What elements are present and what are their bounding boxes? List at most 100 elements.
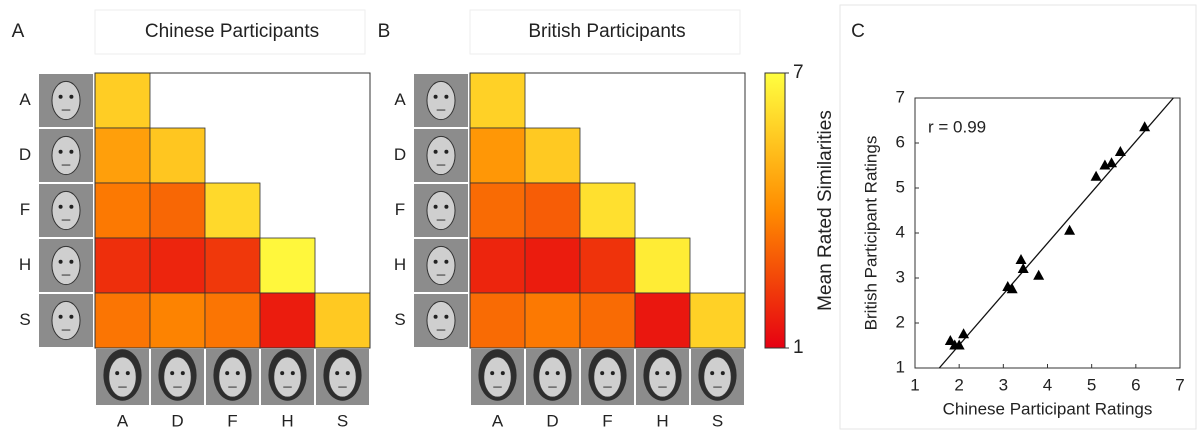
heatmap-frame bbox=[94, 72, 371, 349]
colorbar-tick-label: 1 bbox=[793, 337, 804, 358]
col-label: S bbox=[337, 411, 348, 430]
col-label: A bbox=[117, 411, 129, 430]
col-label: H bbox=[656, 411, 668, 430]
face-eye bbox=[555, 371, 560, 376]
face-eye bbox=[433, 204, 438, 209]
heatmap-cell bbox=[579, 292, 636, 349]
chart-title: British Participants bbox=[528, 21, 685, 42]
face-eye bbox=[115, 371, 120, 376]
heatmap-cell bbox=[524, 237, 581, 294]
heatmap-cell bbox=[94, 127, 151, 184]
col-label: F bbox=[227, 411, 237, 430]
face-head bbox=[51, 245, 81, 286]
row-label: H bbox=[19, 255, 31, 274]
face-eye bbox=[500, 371, 505, 376]
x-tick-label: 7 bbox=[1175, 375, 1184, 394]
col-label: D bbox=[171, 411, 183, 430]
x-tick-label: 1 bbox=[910, 375, 919, 394]
face-eye bbox=[490, 371, 495, 376]
row-label: F bbox=[20, 200, 30, 219]
face-eye bbox=[280, 371, 285, 376]
face-head bbox=[163, 356, 192, 398]
face-eye bbox=[433, 314, 438, 319]
face-eye bbox=[170, 371, 175, 376]
x-tick-label: 3 bbox=[999, 375, 1008, 394]
panel-frame bbox=[839, 4, 1197, 430]
face-head bbox=[426, 190, 456, 231]
row-label: A bbox=[394, 90, 406, 109]
col-label: S bbox=[712, 411, 723, 430]
heatmap-cell bbox=[634, 237, 691, 294]
face-eye bbox=[444, 259, 449, 264]
heatmap-cell bbox=[469, 292, 526, 349]
data-point bbox=[944, 335, 956, 345]
face-eye bbox=[433, 259, 438, 264]
heatmap-cell bbox=[204, 237, 261, 294]
face-head bbox=[51, 80, 81, 121]
panel-label: A bbox=[12, 21, 25, 42]
face-head bbox=[51, 190, 81, 231]
data-point bbox=[1064, 224, 1076, 235]
row-label: F bbox=[395, 200, 405, 219]
x-tick-label: 5 bbox=[1087, 375, 1096, 394]
x-tick-label: 2 bbox=[954, 375, 963, 394]
y-tick-label: 6 bbox=[896, 132, 905, 151]
row-label: D bbox=[19, 145, 31, 164]
heatmap-cell bbox=[524, 182, 581, 239]
data-point bbox=[1106, 157, 1118, 168]
heatmap-cell bbox=[524, 292, 581, 349]
face-eye bbox=[444, 314, 449, 319]
face-head bbox=[328, 356, 357, 398]
title-box bbox=[469, 9, 741, 55]
data-point bbox=[1015, 254, 1027, 264]
col-label: A bbox=[492, 411, 504, 430]
data-point bbox=[1139, 121, 1151, 132]
face-eye bbox=[58, 149, 63, 154]
annotation: r = 0.99 bbox=[928, 117, 986, 136]
face-head bbox=[426, 80, 456, 121]
face-head bbox=[108, 356, 137, 398]
face-head bbox=[426, 245, 456, 286]
row-label: H bbox=[394, 255, 406, 274]
face-eye bbox=[610, 371, 615, 376]
heatmap-cell bbox=[149, 237, 206, 294]
colorbar-tick-label: 7 bbox=[793, 62, 804, 83]
heatmap-cell bbox=[579, 237, 636, 294]
face-eye bbox=[225, 371, 230, 376]
face-head bbox=[51, 135, 81, 176]
face-eye bbox=[545, 371, 550, 376]
heatmap-cell bbox=[524, 127, 581, 184]
x-axis-label: Chinese Participant Ratings bbox=[943, 399, 1153, 418]
panel-label: B bbox=[378, 21, 391, 42]
chart-title: Chinese Participants bbox=[145, 21, 319, 42]
y-tick-label: 5 bbox=[896, 177, 905, 196]
face-eye bbox=[444, 149, 449, 154]
face-eye bbox=[665, 371, 670, 376]
y-tick-label: 1 bbox=[896, 357, 905, 376]
face-eye bbox=[69, 94, 74, 99]
face-eye bbox=[69, 149, 74, 154]
face-eye bbox=[335, 371, 340, 376]
heatmap-cell bbox=[469, 127, 526, 184]
heatmap-cell bbox=[469, 237, 526, 294]
face-eye bbox=[290, 371, 295, 376]
data-point bbox=[1090, 170, 1102, 181]
row-label: D bbox=[394, 145, 406, 164]
heatmap-cell bbox=[149, 127, 206, 184]
data-point bbox=[958, 328, 970, 339]
face-eye bbox=[345, 371, 350, 376]
face-eye bbox=[235, 371, 240, 376]
colorbar-label: Mean Rated Similarities bbox=[815, 110, 836, 311]
face-eye bbox=[180, 371, 185, 376]
face-eye bbox=[600, 371, 605, 376]
face-head bbox=[218, 356, 247, 398]
face-eye bbox=[58, 94, 63, 99]
face-head bbox=[273, 356, 302, 398]
face-eye bbox=[58, 259, 63, 264]
x-tick-label: 4 bbox=[1043, 375, 1052, 394]
face-head bbox=[426, 300, 456, 341]
heatmap-cell bbox=[149, 182, 206, 239]
x-tick-label: 6 bbox=[1131, 375, 1140, 394]
data-point bbox=[1017, 263, 1029, 273]
heatmap-cell bbox=[94, 292, 151, 349]
